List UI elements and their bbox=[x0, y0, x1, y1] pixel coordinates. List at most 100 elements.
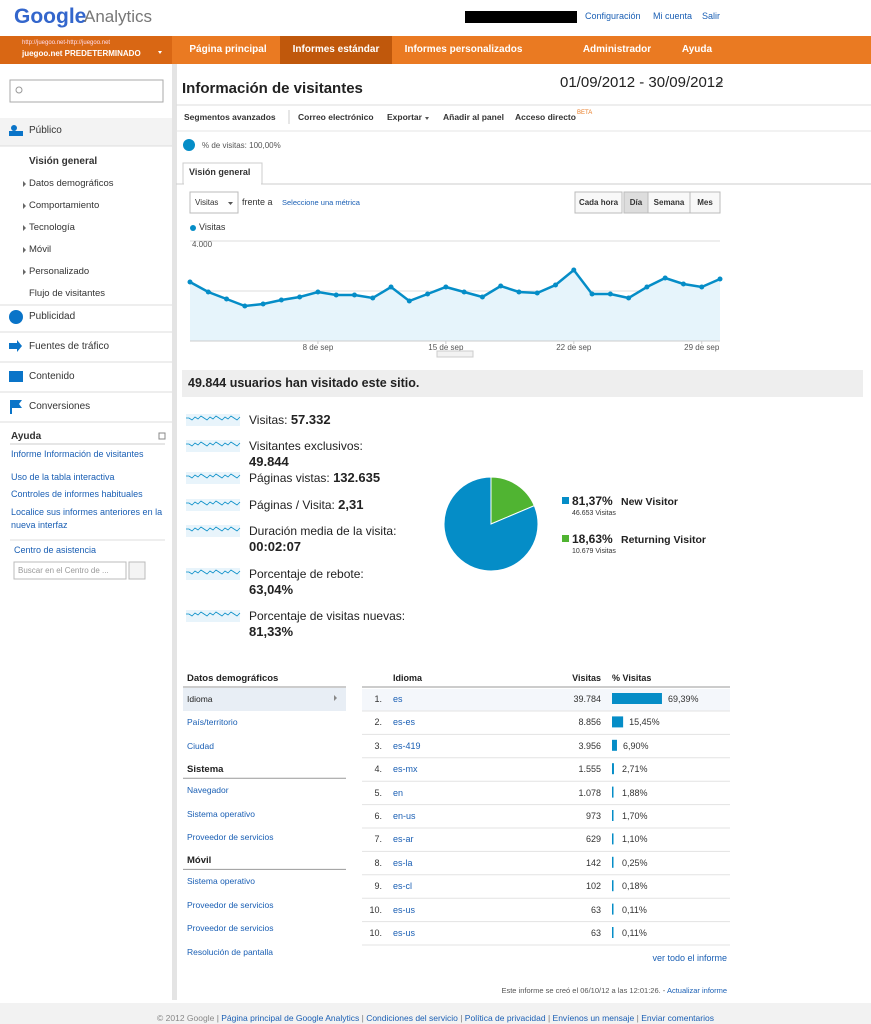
language[interactable]: es-mx bbox=[393, 764, 418, 775]
language[interactable]: es-us bbox=[393, 928, 416, 938]
search-icon bbox=[15, 86, 23, 94]
share-bar bbox=[612, 739, 617, 751]
tab-label[interactable]: Visión general bbox=[189, 167, 251, 177]
share-bar bbox=[612, 880, 614, 892]
nav-item[interactable]: Sistema operativo bbox=[187, 876, 256, 887]
segment-icon bbox=[183, 139, 195, 151]
granularity-label[interactable]: Mes bbox=[697, 198, 713, 207]
language[interactable]: en-us bbox=[393, 811, 416, 821]
help-link[interactable]: Controles de informes habituales bbox=[11, 489, 143, 499]
footer-link[interactable]: Enviar comentarios bbox=[641, 1013, 714, 1023]
nav-item[interactable]: Proveedor de servicios bbox=[187, 832, 274, 842]
visits: 63 bbox=[590, 928, 601, 938]
footer-link[interactable]: Condiciones del servicio bbox=[366, 1013, 458, 1023]
language[interactable]: es-us bbox=[393, 904, 416, 915]
sparkline bbox=[186, 611, 241, 617]
header-link[interactable]: Salir bbox=[702, 11, 721, 21]
header-link[interactable]: Configuración bbox=[585, 11, 641, 21]
nav-item[interactable]: País/territorio bbox=[187, 717, 238, 728]
x-tick-label: 8 de sep bbox=[303, 343, 334, 352]
footer-link[interactable]: Política de privacidad bbox=[464, 1013, 546, 1023]
section-active bbox=[0, 118, 172, 146]
search-box[interactable] bbox=[9, 79, 164, 103]
nav-tab[interactable]: Informes personalizados bbox=[404, 44, 523, 55]
header-link[interactable]: Mi cuenta bbox=[653, 11, 693, 21]
select-metric[interactable]: Seleccione una métrica bbox=[282, 198, 360, 207]
nav-item[interactable]: Sistema operativo bbox=[187, 808, 256, 819]
footer-link[interactable]: Página principal de Google Analytics bbox=[221, 1013, 360, 1023]
share-bar bbox=[612, 856, 614, 868]
language[interactable]: es-es bbox=[393, 717, 416, 728]
collapse bbox=[158, 432, 166, 440]
sidebar-item[interactable]: Flujo de visitantes bbox=[29, 288, 106, 299]
language[interactable]: es-419 bbox=[393, 740, 421, 751]
metric-row: Páginas / Visita: 2,31 bbox=[249, 497, 424, 513]
nav-item[interactable]: Navegador bbox=[187, 785, 229, 796]
share-bar bbox=[612, 786, 614, 798]
metric-label: Páginas vistas: bbox=[249, 471, 330, 485]
nav-tab[interactable]: Página principal bbox=[189, 44, 267, 55]
sidebar-item[interactable]: Personalizado bbox=[29, 266, 90, 277]
footer-link[interactable]: Envíenos un mensaje bbox=[552, 1013, 635, 1023]
help-search-placeholder[interactable]: Buscar en el Centro de ... bbox=[18, 566, 109, 575]
sidebar-item[interactable]: Móvil bbox=[29, 244, 52, 255]
language[interactable]: en bbox=[393, 787, 404, 798]
language[interactable]: es bbox=[393, 694, 403, 704]
toolbar-item[interactable]: Exportar bbox=[387, 112, 422, 122]
nav-item[interactable]: Proveedor de servicios bbox=[187, 899, 274, 910]
nav-heading: Datos demográficos bbox=[187, 673, 279, 684]
sidebar-item[interactable]: Tecnología bbox=[29, 222, 75, 233]
language[interactable]: es-cl bbox=[393, 881, 413, 892]
toolbar-item[interactable]: Correo electrónico bbox=[298, 112, 374, 122]
help-link[interactable]: Informe Información de visitantes bbox=[11, 449, 144, 459]
sidebar-item[interactable]: Comportamiento bbox=[29, 200, 100, 211]
help-center[interactable]: Centro de asistencia bbox=[14, 545, 97, 555]
section-label[interactable]: Publicidad bbox=[29, 311, 76, 322]
language[interactable]: es-ar bbox=[393, 834, 414, 845]
language[interactable]: es-la bbox=[393, 857, 413, 868]
refresh[interactable]: Actualizar informe bbox=[666, 986, 727, 995]
nav-item[interactable]: Resolución de pantalla bbox=[187, 946, 274, 957]
share-label: 0,11% bbox=[622, 928, 647, 938]
help-link[interactable]: Uso de la tabla interactiva bbox=[11, 472, 115, 482]
sidebar-item[interactable]: Datos demográficos bbox=[29, 178, 114, 189]
nav-tab[interactable]: Administrador bbox=[582, 44, 652, 55]
nav-item[interactable]: Idioma bbox=[187, 694, 213, 704]
area bbox=[190, 270, 720, 341]
point bbox=[388, 284, 394, 290]
view-all[interactable]: ver todo el informe bbox=[652, 953, 727, 963]
section-label[interactable]: Contenido bbox=[29, 371, 75, 382]
nav-item[interactable]: Proveedor de servicios bbox=[187, 923, 274, 934]
tab-active bbox=[280, 36, 392, 64]
metric-label: Visitas: bbox=[249, 413, 288, 427]
metric-label: Duración media de la visita: bbox=[249, 524, 397, 538]
toolbar-item[interactable]: Añadir al panel bbox=[443, 112, 504, 122]
share-label: 1,10% bbox=[622, 834, 648, 845]
help-link[interactable]: Localice sus informes anteriores en la n… bbox=[11, 507, 163, 530]
section-icon bbox=[11, 125, 17, 131]
toolbar-item[interactable]: Segmentos avanzados bbox=[184, 112, 276, 122]
metric-label: Páginas / Visita: bbox=[249, 498, 335, 512]
granularity-label[interactable]: Cada hora bbox=[578, 198, 619, 207]
nav-tab[interactable]: Informes estándar bbox=[292, 44, 380, 55]
sidebar-item[interactable]: Visión general bbox=[29, 156, 98, 167]
point bbox=[278, 297, 284, 303]
metric[interactable]: Visitas bbox=[195, 198, 219, 207]
page-title: Información de visitantes bbox=[182, 80, 363, 97]
granularity-label[interactable]: Día bbox=[629, 198, 643, 207]
nav-selected bbox=[183, 688, 346, 711]
share-bar bbox=[612, 716, 624, 728]
section-label[interactable]: Conversiones bbox=[29, 401, 91, 412]
nav-item[interactable]: Ciudad bbox=[187, 740, 214, 751]
metric-row: Visitantes exclusivos: 49.844 bbox=[249, 438, 424, 470]
rank: 6. bbox=[374, 811, 382, 821]
section-label[interactable]: Público bbox=[29, 125, 62, 136]
granularity-label[interactable]: Semana bbox=[653, 198, 685, 207]
nav-tab[interactable]: Ayuda bbox=[681, 44, 713, 55]
col-header: Visitas bbox=[572, 673, 601, 683]
point bbox=[644, 284, 650, 290]
section-icon bbox=[9, 371, 23, 382]
metric-label: Porcentaje de visitas nuevas: bbox=[249, 609, 406, 623]
section-label[interactable]: Fuentes de tráfico bbox=[29, 341, 110, 352]
toolbar-item[interactable]: Acceso directo bbox=[515, 112, 576, 122]
